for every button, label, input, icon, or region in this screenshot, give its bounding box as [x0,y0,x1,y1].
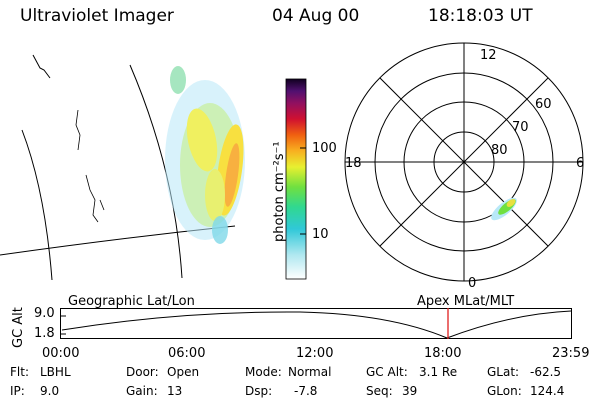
polar-plot [344,42,584,282]
glat-label: GLat: [487,365,520,379]
time-label: 18:18:03 UT [428,6,533,26]
dsp-value: -7.8 [294,384,318,398]
orbit-ytick-9: 9.0 [34,306,55,321]
gcalt-value: 3.1 Re [419,365,458,379]
mode-label: Mode: [245,365,282,379]
colorbar-unit-label: photon cm⁻²s⁻¹ [272,141,287,242]
glon-label: GLon: [487,384,522,398]
gcalt-label: GC Alt: [366,365,408,379]
ip-value: 9.0 [40,384,60,398]
mlt-label-18: 18 [345,156,362,171]
door-value: Open [167,365,200,379]
ip-label: IP: [10,384,25,398]
lat-label-80: 80 [491,143,508,158]
glat-value: -62.5 [530,365,562,379]
dsp-label: Dsp: [245,384,273,398]
colorbar-tick-10: 10 [312,227,329,242]
orbit-xtick-2359: 23:59 [552,346,590,361]
orbit-ylabel: GC Alt [11,307,26,348]
mode-value: Normal [288,365,332,379]
seq-label: Seq: [366,384,393,398]
colorbar [285,78,307,280]
gain-value: 13 [167,384,183,398]
gain-label: Gain: [126,384,158,398]
date-label: 04 Aug 00 [272,6,360,26]
apex-title: Apex MLat/MLT [417,294,515,309]
orbit-altitude-plot [60,308,572,339]
orbit-xtick-0600: 06:00 [168,346,206,361]
seq-value: 39 [402,384,418,398]
orbit-xtick-1800: 18:00 [424,346,462,361]
geographic-image [0,54,245,281]
lat-label-70: 70 [512,120,529,135]
mlt-label-6: 6 [576,156,585,171]
colorbar-tick-100: 100 [312,141,337,156]
mlt-label-12: 12 [480,48,497,63]
flt-value: LBHL [40,365,71,379]
flt-label: Flt: [10,365,29,379]
orbit-xtick-0000: 00:00 [42,346,80,361]
lat-label-60: 60 [535,97,552,112]
app-title: Ultraviolet Imager [20,6,174,26]
door-label: Door: [126,365,159,379]
glon-value: 124.4 [530,384,565,398]
geographic-title: Geographic Lat/Lon [68,294,195,309]
mlt-label-0: 0 [468,276,477,291]
orbit-xtick-1200: 12:00 [296,346,334,361]
orbit-ytick-1-8: 1.8 [34,326,55,341]
